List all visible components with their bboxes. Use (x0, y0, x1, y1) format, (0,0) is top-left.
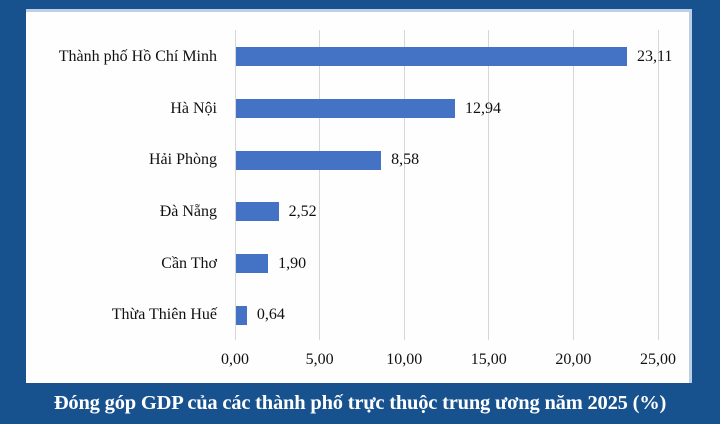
y-axis-line (234, 30, 236, 340)
value-label: 12,94 (464, 99, 501, 117)
gridline (319, 30, 321, 340)
gridline (572, 30, 574, 340)
x-tick-label: 20,00 (555, 351, 592, 368)
gridline (403, 30, 405, 340)
x-tick-label: 5,00 (305, 351, 334, 368)
value-label: 2,52 (288, 202, 317, 220)
gridline (657, 30, 659, 340)
bar-6 (236, 305, 247, 325)
value-label: 8,58 (391, 151, 420, 169)
x-tick-label: 25,00 (640, 351, 676, 368)
bar-2 (236, 99, 455, 118)
x-tick-label: 15,00 (470, 351, 507, 368)
value-label: 23,11 (637, 47, 673, 65)
x-tick-label: 10,00 (386, 351, 423, 368)
bar-4 (236, 202, 279, 222)
gridline (488, 30, 490, 340)
bar-3 (236, 150, 382, 170)
category-label: Cần Thơ (161, 254, 217, 272)
category-label: Hà Nội (170, 99, 217, 117)
category-label: Hải Phòng (149, 151, 217, 169)
category-label: Thừa Thiên Huế (111, 306, 217, 324)
x-tick-label: 0,00 (221, 351, 249, 368)
chart-title: Đóng góp GDP của các thành phố trực thuộ… (53, 392, 667, 414)
chart-panel: Thành phố Hồ Chí Minh 23,11 Hà Nội 12,94 Hải… (26, 9, 692, 383)
bar-1 (236, 47, 628, 67)
bar-5 (236, 254, 269, 273)
category-label: Đà Nẵng (159, 202, 217, 220)
category-label: Thành phố Hồ Chí Minh (58, 47, 217, 65)
plot-area: Thành phố Hồ Chí Minh 23,11 Hà Nội 12,94 Hải… (59, 30, 676, 368)
value-label: 0,64 (256, 306, 285, 324)
value-label: 1,90 (278, 254, 307, 272)
